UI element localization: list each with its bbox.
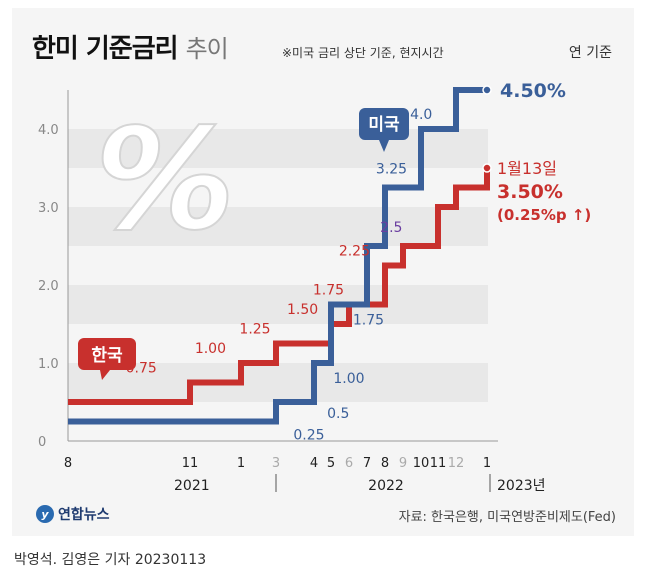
korea-data-label: 2.25 [339, 244, 370, 260]
korea-end-change: (0.25%p ↑) [497, 206, 591, 224]
us-end-value: 4.50% [500, 80, 566, 102]
year-label: 2023년 [497, 478, 546, 494]
grid-band [68, 363, 488, 402]
y-tick-label: 2.0 [38, 279, 59, 294]
chart-title: 한미 기준금리 [32, 34, 179, 64]
x-tick-label: 11 [430, 456, 447, 471]
year-label: 2021 [174, 478, 210, 494]
x-tick-label: 5 [327, 456, 335, 471]
chart-card [12, 8, 634, 536]
y-tick-label: 0 [38, 435, 46, 450]
yonhap-logo: y 연합뉴스 [36, 504, 110, 524]
grid-bands [68, 129, 488, 402]
us-tag-label: 미국 [368, 115, 400, 135]
x-tick-label: 8 [381, 456, 389, 471]
korea-data-label: 1.75 [313, 283, 344, 299]
us-tag-box [359, 108, 409, 140]
unit-label: 연 기준 [568, 45, 612, 61]
end-labels: 4.50% 1월13일 3.50% (0.25%p ↑) [497, 80, 591, 224]
logo-text: 연합뉴스 [58, 507, 110, 523]
korea-end-value: 3.50% [497, 181, 563, 203]
korea-tag-box [78, 338, 136, 370]
korea-data-label: 1.00 [195, 341, 226, 357]
us-tag-pointer [379, 140, 389, 152]
country-tags: 한국 미국 [78, 108, 409, 380]
x-tick-label: 10 [413, 456, 430, 471]
title-group: 한미 기준금리 추이 [32, 28, 229, 65]
y-tick-label: 4.0 [38, 123, 59, 138]
percent-watermark-glyph: % [95, 99, 235, 262]
us-data-label: 0.5 [327, 406, 349, 422]
korea-data-label: 1.50 [287, 302, 318, 318]
data-labels: 0.751.001.251.501.752.250.250.51.001.752… [126, 107, 433, 444]
year-label: 2022 [368, 478, 404, 494]
x-tick-label: 8 [64, 456, 72, 471]
x-tick-label: 4 [310, 456, 318, 471]
x-tick-label: 7 [363, 456, 371, 471]
korea-data-label: 1.25 [239, 322, 270, 338]
us-data-label: 4.0 [410, 107, 432, 123]
y-tick-label: 1.0 [38, 357, 59, 372]
korea-end-dot [482, 163, 492, 173]
chart-subtitle: 추이 [185, 35, 229, 63]
x-tick-label: 1 [237, 456, 245, 471]
x-tick-label: 9 [399, 456, 407, 471]
grid-band [68, 207, 488, 246]
us-data-label: 1.75 [353, 313, 384, 329]
x-tick-label: 6 [345, 456, 353, 471]
us-rate-line [68, 87, 487, 425]
x-tick-label: 11 [182, 456, 199, 471]
us-data-label: 0.25 [293, 428, 324, 444]
grid-band [68, 285, 488, 324]
y-axis: 0 1.0 2.0 3.0 4.0 [38, 90, 69, 450]
logo-icon: y [36, 505, 54, 523]
x-tick-label: 1 [483, 456, 491, 471]
us-data-label: 3.25 [376, 162, 407, 178]
source-text: 자료: 한국은행, 미국연방준비제도(Fed) [398, 510, 616, 525]
us-data-label: 2.5 [380, 220, 402, 236]
percent-watermark: % [94, 98, 236, 263]
us-data-label: 1.00 [333, 371, 364, 387]
chart-note: ※미국 금리 상단 기준, 현지시간 [282, 46, 444, 60]
korea-tag-pointer [100, 370, 110, 380]
x-tick-label: 3 [272, 456, 280, 471]
series-lines [68, 85, 492, 425]
y-tick-label: 3.0 [38, 201, 59, 216]
us-end-dot [482, 85, 492, 95]
x-tick-label: 12 [448, 456, 465, 471]
byline: 박영석. 김영은 기자 20230113 [14, 552, 207, 568]
korea-end-date: 1월13일 [497, 159, 557, 178]
korea-tag-label: 한국 [91, 346, 123, 366]
